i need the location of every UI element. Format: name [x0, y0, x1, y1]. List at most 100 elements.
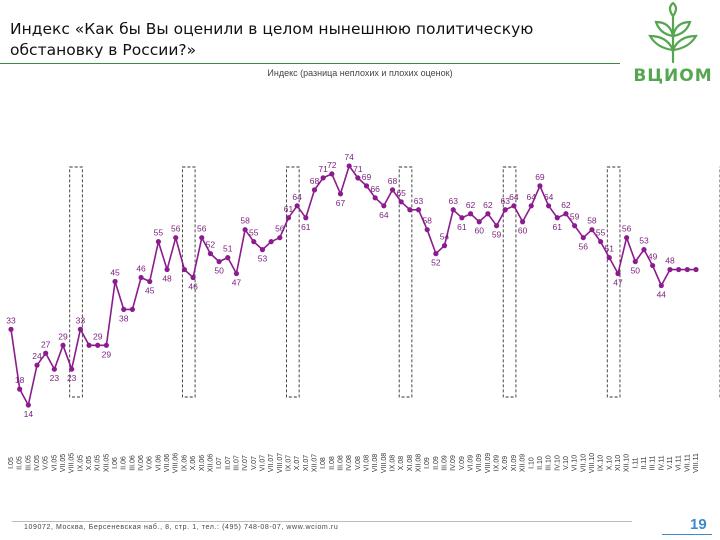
wciom-logo: ВЦИОМ [630, 1, 716, 90]
x-tick-label: IV.07 [242, 455, 249, 471]
x-tick-label: V.10 [563, 456, 570, 470]
x-tick-label: IV.10 [554, 455, 561, 471]
data-label: 71 [353, 164, 363, 174]
data-label: 62 [466, 200, 476, 210]
series-line-index [10, 165, 696, 406]
data-point [615, 270, 621, 277]
data-label: 61 [284, 204, 294, 214]
data-point [632, 258, 638, 265]
x-tick-label: II.05 [17, 456, 24, 470]
x-tick-label: VI.07 [259, 455, 266, 471]
data-label: 63 [414, 196, 424, 206]
data-label: 59 [570, 212, 580, 222]
data-label: 56 [275, 224, 285, 234]
data-label: 64 [527, 192, 537, 202]
data-label: 67 [336, 198, 346, 208]
x-tick-label: I.06 [112, 457, 119, 469]
x-tick-label: XI.09 [511, 455, 518, 471]
x-tick-label: I.10 [528, 457, 535, 469]
page-number-underline [662, 534, 712, 535]
x-tick-label: I.09 [424, 457, 431, 469]
x-tick-label: III.06 [129, 455, 136, 471]
data-point [60, 342, 66, 348]
data-label: 29 [102, 349, 112, 359]
data-point [303, 215, 309, 221]
data-point [216, 258, 222, 265]
data-label: 38 [119, 313, 129, 323]
data-point [155, 239, 162, 245]
x-tick-label: XI.07 [303, 455, 310, 471]
data-point [554, 215, 560, 221]
data-label: 52 [431, 258, 441, 268]
x-tick-label: I.07 [216, 457, 223, 469]
data-label: 55 [596, 228, 606, 238]
x-tick-label: XII.05 [103, 454, 110, 472]
data-point [493, 223, 500, 229]
data-point [363, 183, 370, 189]
x-tick-label: VI.08 [364, 455, 371, 471]
data-label: 46 [136, 264, 146, 274]
data-point [676, 266, 682, 273]
data-label: 49 [648, 252, 658, 262]
x-tick-label: VI.10 [572, 455, 579, 471]
data-label: 51 [223, 244, 233, 254]
data-point [199, 235, 205, 241]
x-tick-label: VII.08 [372, 454, 379, 472]
data-label: 68 [310, 176, 320, 186]
data-point [207, 251, 214, 257]
data-label: 63 [501, 196, 511, 206]
data-label: 69 [535, 172, 545, 182]
x-tick-label: II.08 [329, 456, 336, 470]
x-tick-label: IX.07 [285, 455, 292, 471]
data-label: 54 [440, 232, 450, 242]
x-tick-label: XI.05 [95, 455, 102, 471]
data-point [398, 199, 404, 205]
x-tick-label: VI.09 [468, 455, 475, 471]
x-tick-label: VI.11 [676, 455, 683, 471]
data-point [658, 282, 664, 289]
x-tick-label: VIII.07 [277, 453, 284, 473]
x-tick-label: V.09 [459, 456, 466, 470]
x-tick-label: III.10 [546, 455, 553, 471]
data-labels: 33 18 14 24 27 23 29 23 33 29 29 45 38 46 45 55 48 56 46 56… [6, 152, 675, 419]
data-point [346, 163, 352, 169]
data-point [502, 207, 508, 213]
data-point [424, 227, 430, 233]
data-point [294, 203, 300, 209]
x-tick-label: IV.11 [658, 455, 665, 470]
data-point [372, 195, 378, 201]
x-tick-label: III.08 [337, 455, 344, 471]
data-label: 64 [544, 192, 554, 202]
data-point [95, 342, 101, 348]
data-label: 58 [587, 216, 597, 226]
data-label: 64 [292, 192, 302, 202]
x-tick-label: IV.06 [138, 455, 145, 471]
data-label: 44 [657, 290, 667, 300]
footer-address: 109072, Москва, Берсеневская наб., 8, ст… [24, 524, 339, 531]
data-point [511, 203, 517, 209]
data-label: 55 [154, 228, 164, 238]
x-tick-label: I.08 [320, 457, 327, 469]
data-label: 72 [327, 160, 337, 170]
tree-icon [648, 1, 698, 64]
x-tick-label: XII.08 [416, 454, 423, 472]
highlight-box-1 [181, 166, 196, 398]
data-point [34, 362, 40, 368]
data-label: 53 [258, 254, 268, 264]
x-tick-label: VIII.05 [69, 453, 76, 473]
x-tick-label: IV.09 [450, 455, 457, 471]
data-label: 48 [162, 274, 172, 284]
data-label: 50 [631, 266, 641, 276]
data-point [381, 203, 387, 209]
data-point [311, 187, 318, 193]
data-point [147, 278, 153, 285]
x-tick-label: VII.05 [60, 454, 67, 472]
data-label: 23 [67, 373, 77, 383]
highlight-box-3 [398, 166, 413, 398]
title-divider [0, 63, 620, 64]
data-label: 33 [6, 315, 16, 325]
data-point [545, 203, 552, 209]
data-point [77, 326, 83, 332]
data-label: 24 [32, 351, 42, 361]
data-label: 29 [58, 331, 68, 341]
